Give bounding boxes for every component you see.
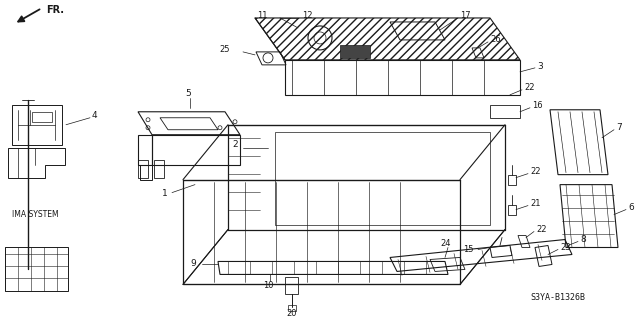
Text: 9: 9: [190, 259, 196, 268]
Text: 7: 7: [616, 123, 621, 132]
Text: 20: 20: [287, 309, 297, 318]
Text: 3: 3: [537, 62, 543, 71]
Text: 21: 21: [530, 199, 541, 208]
Text: 22: 22: [530, 167, 541, 176]
Text: 12: 12: [302, 11, 312, 20]
Text: 5: 5: [185, 89, 191, 98]
Text: 26: 26: [490, 35, 500, 44]
Text: 24: 24: [441, 239, 451, 248]
Text: 22: 22: [524, 83, 534, 92]
Text: 16: 16: [532, 101, 543, 110]
Text: 15: 15: [463, 245, 474, 254]
Text: 6: 6: [628, 203, 634, 212]
Text: 4: 4: [92, 111, 98, 120]
Text: FR.: FR.: [46, 5, 64, 15]
Text: IMA SYSTEM: IMA SYSTEM: [12, 210, 58, 219]
Text: 1: 1: [163, 189, 168, 198]
Text: 25: 25: [220, 45, 230, 55]
Text: 8: 8: [580, 235, 586, 244]
Text: 22: 22: [536, 225, 547, 234]
Text: 11: 11: [257, 11, 268, 20]
Polygon shape: [340, 45, 370, 58]
Text: S3YA-B1326B: S3YA-B1326B: [530, 293, 585, 302]
Text: 23: 23: [560, 243, 571, 252]
Text: 2: 2: [232, 140, 238, 149]
Polygon shape: [255, 18, 520, 60]
Text: 17: 17: [460, 11, 470, 20]
Text: 10: 10: [263, 281, 273, 290]
